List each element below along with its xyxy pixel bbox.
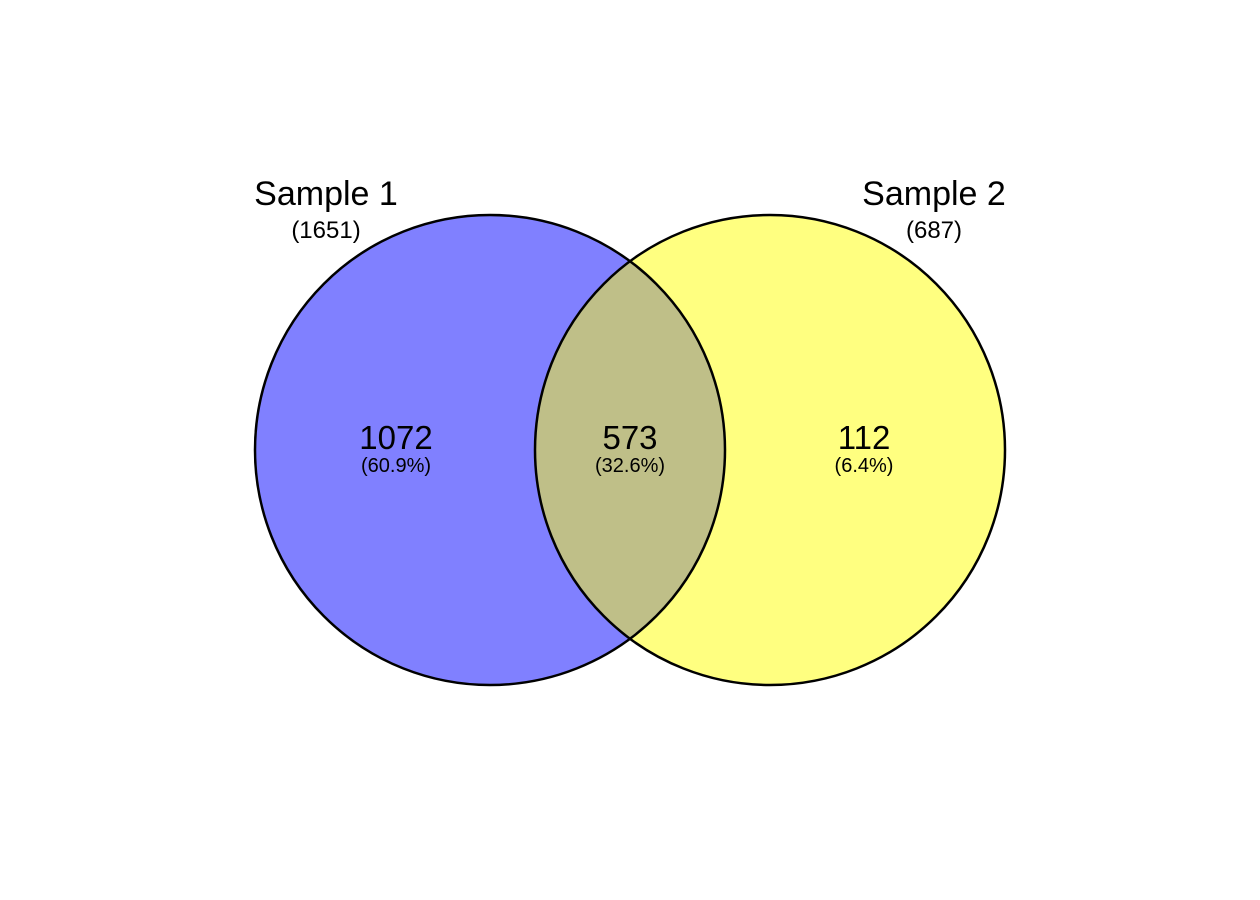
only-set-1-count: 1072 (359, 419, 432, 456)
only-set-2-percent: (6.4%) (835, 455, 894, 477)
only-set-2-count: 112 (838, 419, 891, 456)
set-1-total: (1651) (291, 217, 360, 244)
set-1-name: Sample 1 (254, 175, 398, 213)
set-1-outline (253, 213, 727, 687)
set-2-name: Sample 2 (862, 175, 1006, 213)
overlap-region (535, 215, 725, 685)
only-set-1-percent: (60.9%) (361, 455, 431, 477)
set-2-total: (687) (906, 217, 962, 244)
intersection-count: 573 (602, 419, 657, 456)
intersection-percent: (32.6%) (595, 455, 665, 477)
set-2-outline (533, 213, 1007, 687)
